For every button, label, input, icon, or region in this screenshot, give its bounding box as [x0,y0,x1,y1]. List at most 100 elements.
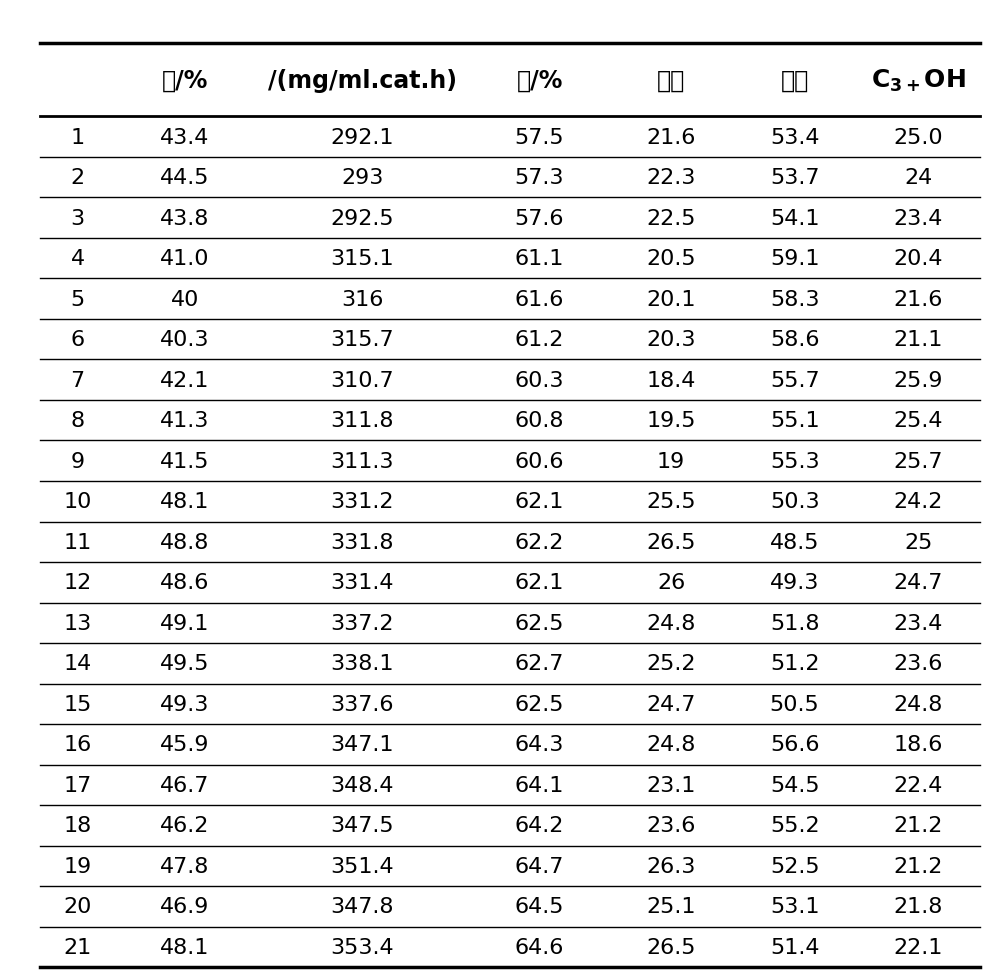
Text: 347.8: 347.8 [331,897,394,916]
Text: 347.1: 347.1 [331,735,394,754]
Text: 64.6: 64.6 [515,937,564,957]
Text: 20.4: 20.4 [893,249,943,269]
Text: 55.2: 55.2 [770,816,819,835]
Text: 44.5: 44.5 [160,168,210,188]
Text: 62.1: 62.1 [515,491,564,512]
Text: 12: 12 [63,573,92,593]
Text: 331.8: 331.8 [331,532,394,552]
Text: 22.5: 22.5 [646,208,696,229]
Text: 60.6: 60.6 [515,451,564,471]
Text: 310.7: 310.7 [330,370,394,391]
Text: 53.4: 53.4 [770,127,819,148]
Text: 23.4: 23.4 [894,614,943,633]
Text: 46.7: 46.7 [160,775,210,795]
Text: 64.5: 64.5 [515,897,564,916]
Text: 55.1: 55.1 [770,410,819,431]
Text: 64.7: 64.7 [515,856,564,876]
Text: 26.5: 26.5 [646,937,696,957]
Text: 58.3: 58.3 [770,289,819,310]
Text: 311.3: 311.3 [331,451,394,471]
Text: 18.6: 18.6 [894,735,943,754]
Text: 20: 20 [63,897,92,916]
Text: 64.3: 64.3 [515,735,564,754]
Text: 11: 11 [63,532,92,552]
Text: 48.1: 48.1 [160,937,210,957]
Text: 337.2: 337.2 [331,614,394,633]
Text: 49.3: 49.3 [770,573,819,593]
Text: 351.4: 351.4 [330,856,394,876]
Text: 41.3: 41.3 [160,410,210,431]
Text: 51.8: 51.8 [770,614,819,633]
Text: 62.2: 62.2 [515,532,564,552]
Text: 5: 5 [70,289,85,310]
Text: 53.7: 53.7 [770,168,819,188]
Text: 24: 24 [904,168,932,188]
Text: 9: 9 [71,451,85,471]
Text: 64.2: 64.2 [515,816,564,835]
Text: 49.5: 49.5 [160,654,210,674]
Text: 55.3: 55.3 [770,451,819,471]
Text: 23.6: 23.6 [646,816,696,835]
Text: 43.8: 43.8 [160,208,210,229]
Text: 54.5: 54.5 [770,775,819,795]
Text: 54.1: 54.1 [770,208,819,229]
Text: 26.5: 26.5 [646,532,696,552]
Text: 率/%: 率/% [162,68,208,93]
Text: 331.2: 331.2 [331,491,394,512]
Text: 338.1: 338.1 [331,654,394,674]
Text: 24.8: 24.8 [894,694,943,714]
Text: 17: 17 [63,775,92,795]
Text: 19: 19 [657,451,685,471]
Text: 13: 13 [63,614,92,633]
Text: 61.6: 61.6 [515,289,564,310]
Text: 20.3: 20.3 [646,330,696,350]
Text: 18: 18 [63,816,92,835]
Text: 23.4: 23.4 [894,208,943,229]
Text: 40: 40 [171,289,199,310]
Text: 293: 293 [341,168,383,188]
Text: 3: 3 [71,208,85,229]
Text: 41.5: 41.5 [160,451,210,471]
Text: 21.6: 21.6 [646,127,696,148]
Text: 乙醇: 乙醇 [781,68,809,93]
Text: 21.8: 21.8 [894,897,943,916]
Text: 47.8: 47.8 [160,856,210,876]
Text: 45.9: 45.9 [160,735,210,754]
Text: 347.5: 347.5 [330,816,394,835]
Text: 20.1: 20.1 [646,289,696,310]
Text: 24.2: 24.2 [894,491,943,512]
Text: 43.4: 43.4 [160,127,210,148]
Text: 64.1: 64.1 [515,775,564,795]
Text: 24.7: 24.7 [894,573,943,593]
Text: 26.3: 26.3 [646,856,696,876]
Text: 20.5: 20.5 [646,249,696,269]
Text: 51.2: 51.2 [770,654,819,674]
Text: 52.5: 52.5 [770,856,819,876]
Text: 49.3: 49.3 [160,694,210,714]
Text: 315.7: 315.7 [330,330,394,350]
Text: 41.0: 41.0 [160,249,210,269]
Text: 22.3: 22.3 [646,168,696,188]
Text: 311.8: 311.8 [331,410,394,431]
Text: 292.1: 292.1 [331,127,394,148]
Text: 21.1: 21.1 [894,330,943,350]
Text: 25: 25 [904,532,932,552]
Text: 21.2: 21.2 [894,816,943,835]
Text: 24.8: 24.8 [646,614,696,633]
Text: 15: 15 [63,694,92,714]
Text: 8: 8 [71,410,85,431]
Text: 25.2: 25.2 [646,654,696,674]
Text: 337.6: 337.6 [331,694,394,714]
Text: 56.6: 56.6 [770,735,819,754]
Text: 25.1: 25.1 [646,897,696,916]
Text: 57.6: 57.6 [515,208,564,229]
Text: 7: 7 [71,370,85,391]
Text: 48.1: 48.1 [160,491,210,512]
Text: 57.5: 57.5 [515,127,564,148]
Text: 22.1: 22.1 [894,937,943,957]
Text: 62.1: 62.1 [515,573,564,593]
Text: 60.8: 60.8 [515,410,564,431]
Text: 6: 6 [71,330,85,350]
Text: 25.5: 25.5 [646,491,696,512]
Text: 60.3: 60.3 [515,370,564,391]
